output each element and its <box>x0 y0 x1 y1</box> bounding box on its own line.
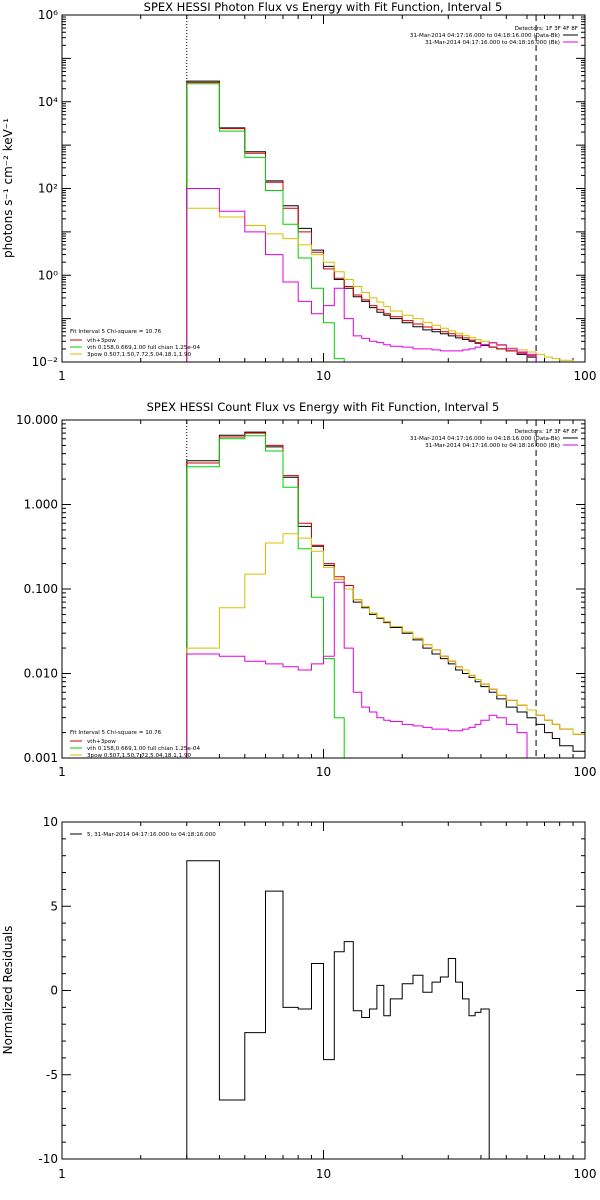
photon-flux-xtick-label: 1 <box>58 369 66 383</box>
count-flux-xtick-label: 1 <box>58 765 66 779</box>
count-flux-series-bk <box>186 581 528 758</box>
residuals-legend: 5, 31-Mar-2014 04:17:16.000 to 04:18:16.… <box>87 832 216 838</box>
photon-flux-xtick-label: 10 <box>316 369 331 383</box>
photon-flux-header-0: Detectors: 1F 3F 4F 8F <box>515 26 578 32</box>
photon-flux-series <box>186 15 574 363</box>
residuals-series <box>186 860 490 1159</box>
photon-flux-ytick-label: 10⁶ <box>38 8 58 22</box>
count-flux-header-1: 31-Mar-2014 04:17:16.000 to 04:18:16.000… <box>410 436 560 442</box>
residuals-ytick-label: 0 <box>50 984 58 998</box>
count-flux-legend-0: vth+3pow <box>87 739 116 745</box>
count-flux-ytick-label: 0.001 <box>24 751 58 765</box>
photon-flux-series-bk <box>186 188 537 362</box>
residuals-xtick-label: 10 <box>316 1167 331 1181</box>
photon-flux-header-2: 31-Mar-2014 04:17:16.000 to 04:18:16.000… <box>425 40 560 46</box>
residuals-ytick-label: -10 <box>38 1152 58 1166</box>
photon-flux-legend-2: 3pow 0.507,1.50,7.72,5.04,18.1,1.90 <box>87 352 192 358</box>
count-flux-series-3pow <box>186 533 586 758</box>
count-flux-ytick-label: 1.000 <box>24 498 58 512</box>
residuals-ytick-label: 10 <box>43 815 58 829</box>
count-flux-fit-label: Fit Interval 5 Chi-square = 10.76 <box>70 730 162 736</box>
count-flux-legend-1: vth 0.158,0.669,1.00 full chian 1.25e-04 <box>87 746 200 752</box>
count-flux-xtick-label: 10 <box>316 765 331 779</box>
residuals-panel: Normalized Residuals 1 10 100 -10 -5 0 5 10 5, … <box>1 815 596 1181</box>
count-flux-legend-2: 3pow 0.507,1.50,7.72,5.04,18.1,1.90 <box>87 753 192 759</box>
photon-flux-legend-0: vth+3pow <box>87 338 116 344</box>
residuals-frame <box>61 821 586 1160</box>
photon-flux-series-data-bk <box>186 80 537 362</box>
count-flux-series-vth <box>186 435 345 758</box>
count-flux-title: SPEX HESSI Count Flux vs Energy with Fit… <box>147 400 500 414</box>
photon-flux-title: SPEX HESSI Photon Flux vs Energy with Fi… <box>144 0 503 14</box>
residuals-ytick-label: 5 <box>50 899 58 913</box>
residuals-series-residuals <box>186 860 490 1159</box>
photon-flux-ytick-label: 10² <box>38 182 58 196</box>
count-flux-xtick-label: 100 <box>574 765 597 779</box>
count-flux-ytick-label: 0.010 <box>24 667 58 681</box>
photon-flux-series-vth <box>186 83 354 363</box>
residuals-ytick-label: -5 <box>46 1068 58 1082</box>
photon-flux-header-1: 31-Mar-2014 04:17:16.000 to 04:18:16.000… <box>410 33 560 39</box>
photon-flux-fit-label: Fit Interval 5 Chi-square = 10.76 <box>70 329 162 335</box>
photon-flux-panel: SPEX HESSI Photon Flux vs Energy with Fi… <box>1 0 596 383</box>
photon-flux-legend-1: vth 0.158,0.669,1.00 full chian 1.25e-04 <box>87 345 200 351</box>
photon-flux-frame <box>61 14 586 363</box>
count-flux-series <box>186 420 586 758</box>
count-flux-frame <box>61 419 586 759</box>
photon-flux-series-vth-3pow <box>186 81 537 362</box>
count-flux-ytick-label: 0.100 <box>24 582 58 596</box>
residuals-ticks: 1 10 100 -10 -5 0 5 10 <box>38 815 596 1181</box>
residuals-xtick-label: 1 <box>58 1167 66 1181</box>
count-flux-series-vth-3pow <box>186 432 586 758</box>
photon-flux-xtick-label: 100 <box>574 369 597 383</box>
photon-flux-ticks: 1 10 100 10⁻² 10⁰ 10² 10⁴ 10⁶ <box>32 8 597 383</box>
residuals-ylabel: Normalized Residuals <box>1 926 15 1055</box>
count-flux-header-2: 31-Mar-2014 04:17:16.000 to 04:18:16.000… <box>425 443 560 449</box>
count-flux-header-0: Detectors: 1F 3F 4F 8F <box>515 429 578 435</box>
count-flux-panel: SPEX HESSI Count Flux vs Energy with Fit… <box>16 400 596 779</box>
residuals-xtick-label: 100 <box>574 1167 597 1181</box>
photon-flux-ylabel: photons s⁻¹ cm⁻² keV⁻¹ <box>1 118 15 258</box>
photon-flux-ytick-label: 10⁴ <box>38 95 58 109</box>
count-flux-ytick-label: 10.000 <box>16 413 58 427</box>
photon-flux-ytick-label: 10⁻² <box>32 355 59 369</box>
photon-flux-ytick-label: 10⁰ <box>38 268 58 282</box>
count-flux-series-data-bk <box>186 431 586 758</box>
count-flux-ticks: 1 10 100 0.001 0.010 0.100 1.000 10.000 <box>16 413 596 779</box>
